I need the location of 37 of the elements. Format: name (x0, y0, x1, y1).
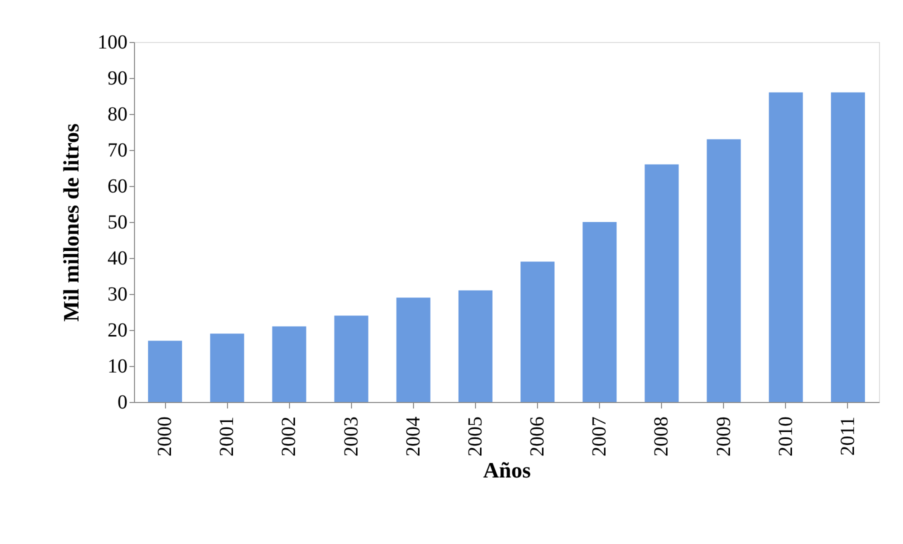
y-tick-label: 70 (108, 140, 128, 162)
x-tick-label: 2001 (216, 416, 238, 456)
x-tick-label: 2004 (402, 416, 424, 456)
x-tick-label: 2003 (340, 416, 362, 456)
bar (458, 290, 492, 402)
x-tick-label: 2010 (774, 416, 797, 456)
bar (768, 92, 803, 402)
y-tick-label: 0 (118, 392, 128, 414)
y-tick-label: 90 (108, 68, 128, 90)
bar (148, 340, 182, 402)
x-tick-label: 2000 (154, 416, 176, 456)
x-tick-label: 2006 (526, 416, 549, 456)
y-tick-label: 10 (108, 356, 128, 378)
x-tick-label: 2007 (588, 416, 611, 456)
bar (272, 326, 306, 402)
bar (210, 334, 244, 402)
bar (582, 222, 617, 402)
y-tick-label: 80 (108, 104, 128, 126)
bar (396, 298, 430, 402)
x-tick-label: 2002 (278, 416, 300, 456)
y-tick-label: 100 (98, 32, 128, 54)
bar (334, 316, 368, 402)
bar (830, 92, 865, 402)
y-tick-label: 30 (108, 284, 128, 306)
x-tick-label: 2011 (836, 416, 859, 456)
bar (520, 262, 555, 402)
y-tick-label: 60 (108, 176, 128, 198)
bar (706, 139, 741, 402)
y-tick-label: 50 (108, 212, 128, 234)
bar (644, 164, 679, 402)
x-tick-label: 2005 (464, 416, 486, 456)
y-tick-label: 40 (108, 248, 128, 270)
x-axis-title: Años (483, 458, 532, 482)
y-axis-title: Mil millones de litros (58, 122, 84, 322)
x-tick-label: 2009 (712, 416, 735, 456)
y-tick-label: 20 (108, 320, 128, 342)
x-tick-label: 2008 (650, 416, 673, 456)
